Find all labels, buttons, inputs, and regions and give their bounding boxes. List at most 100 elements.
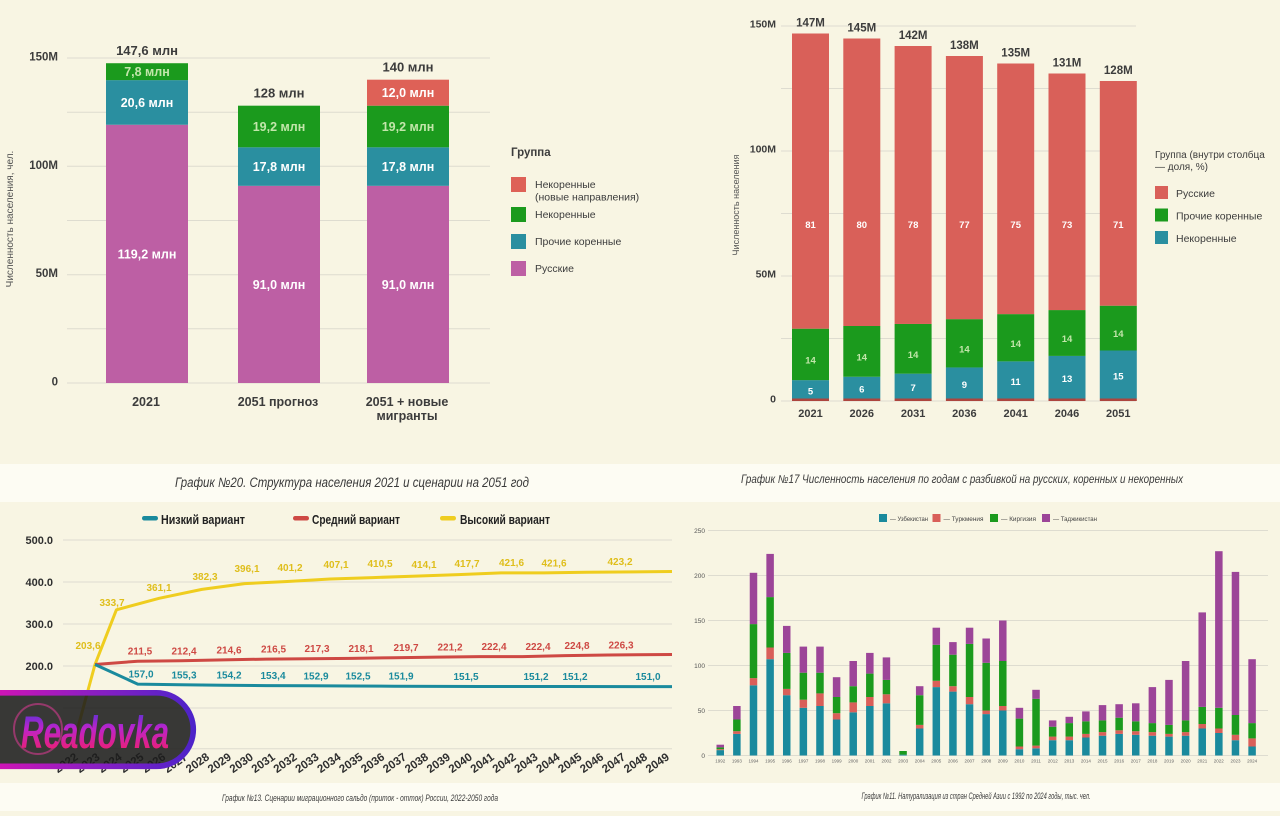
svg-text:2051 + новые: 2051 + новые [366,395,449,409]
svg-text:2018: 2018 [1147,759,1158,764]
svg-text:333,7: 333,7 [99,598,124,609]
svg-text:91,0 млн: 91,0 млн [253,278,306,292]
svg-text:407,1: 407,1 [323,560,348,571]
svg-text:154,2: 154,2 [216,671,241,682]
svg-text:2041: 2041 [1003,408,1027,420]
svg-text:19,2 млн: 19,2 млн [382,120,435,134]
svg-text:50M: 50M [756,269,777,281]
svg-text:15: 15 [1113,372,1124,383]
svg-text:151,9: 151,9 [388,672,413,683]
svg-text:— Туркмения: — Туркмения [944,516,984,523]
svg-text:151,5: 151,5 [453,672,478,683]
svg-text:11: 11 [1011,377,1022,388]
svg-text:78: 78 [908,220,919,231]
svg-text:200: 200 [694,573,705,580]
svg-text:361,1: 361,1 [146,583,171,594]
svg-text:151,2: 151,2 [523,672,548,683]
svg-text:7: 7 [910,383,915,394]
svg-text:147M: 147M [796,18,825,30]
svg-text:Некоренные: Некоренные [535,209,596,221]
svg-text:77: 77 [959,220,970,231]
svg-text:421,6: 421,6 [541,559,566,570]
svg-text:1999: 1999 [832,759,843,764]
svg-text:226,3: 226,3 [608,641,633,652]
svg-text:153,4: 153,4 [260,671,285,682]
svg-text:2017: 2017 [1131,759,1142,764]
svg-text:100: 100 [694,663,705,670]
svg-text:20,6 млн: 20,6 млн [121,96,174,110]
svg-text:2009: 2009 [998,759,1009,764]
svg-text:71: 71 [1113,220,1124,231]
svg-text:401,2: 401,2 [277,563,302,574]
svg-text:50M: 50M [36,268,58,280]
svg-text:1997: 1997 [798,759,809,764]
svg-text:128 млн: 128 млн [253,86,304,101]
svg-text:2019: 2019 [1164,759,1175,764]
svg-text:2015: 2015 [1097,759,1108,764]
svg-text:14: 14 [1062,334,1073,345]
svg-text:131M: 131M [1053,58,1082,70]
svg-text:119,2 млн: 119,2 млн [118,247,177,261]
svg-text:80: 80 [857,220,868,231]
svg-text:81: 81 [805,220,816,231]
svg-text:300.0: 300.0 [25,619,53,631]
svg-text:157,0: 157,0 [128,670,153,681]
svg-text:Readovka: Readovka [21,707,169,758]
svg-text:2002: 2002 [881,759,892,764]
svg-text:250: 250 [694,528,705,535]
svg-text:6: 6 [859,385,864,396]
svg-text:График №17 Численность населен: График №17 Численность населения по года… [741,474,1184,486]
svg-text:140 млн: 140 млн [382,60,433,75]
svg-text:151,0: 151,0 [635,672,660,683]
svg-text:17,8 млн: 17,8 млн [382,160,435,174]
svg-text:1996: 1996 [782,759,793,764]
svg-text:2031: 2031 [901,408,925,420]
svg-text:14: 14 [1113,329,1124,340]
svg-text:14: 14 [1010,339,1021,350]
svg-text:1998: 1998 [815,759,826,764]
svg-text:9: 9 [962,380,967,391]
svg-text:100M: 100M [29,160,58,172]
svg-text:17,8 млн: 17,8 млн [253,160,306,174]
svg-text:14: 14 [908,350,919,361]
svg-text:1995: 1995 [765,759,776,764]
svg-text:414,1: 414,1 [411,560,436,571]
svg-text:2046: 2046 [1055,408,1079,420]
svg-text:2021: 2021 [1197,759,1208,764]
svg-text:2005: 2005 [931,759,942,764]
svg-text:150M: 150M [29,52,58,64]
svg-text:5: 5 [808,386,814,397]
svg-text:2001: 2001 [865,759,876,764]
svg-text:Некоренные: Некоренные [535,179,596,191]
svg-text:2026: 2026 [850,408,874,420]
svg-text:2021: 2021 [132,395,160,409]
svg-text:155,3: 155,3 [171,670,196,681]
svg-text:200.0: 200.0 [25,661,53,673]
svg-text:2012: 2012 [1048,759,1059,764]
svg-text:2011: 2011 [1031,759,1041,764]
svg-text:2004: 2004 [915,759,926,764]
svg-text:152,9: 152,9 [303,671,328,682]
svg-text:Русские: Русские [535,263,574,275]
svg-text:216,5: 216,5 [261,645,286,656]
svg-text:0: 0 [52,377,58,389]
svg-text:135M: 135M [1001,48,1030,60]
svg-text:150: 150 [694,618,705,625]
svg-text:128M: 128M [1104,65,1133,77]
svg-text:224,8: 224,8 [564,641,589,652]
svg-text:417,7: 417,7 [454,559,479,570]
svg-text:1992: 1992 [715,759,726,764]
svg-text:2051: 2051 [1106,408,1130,420]
svg-text:138M: 138M [950,40,979,52]
svg-text:14: 14 [857,352,868,363]
svg-text:— Таджикистан: — Таджикистан [1053,516,1097,523]
svg-text:410,5: 410,5 [367,559,392,570]
svg-text:Средний вариант: Средний вариант [312,513,400,527]
svg-text:2014: 2014 [1081,759,1092,764]
svg-text:0: 0 [701,753,705,760]
svg-text:Численность населения: Численность населения [731,154,741,255]
svg-text:Группа: Группа [511,147,551,159]
svg-text:мигранты: мигранты [376,409,437,423]
svg-text:152,5: 152,5 [345,672,370,683]
svg-text:Низкий вариант: Низкий вариант [161,513,245,527]
